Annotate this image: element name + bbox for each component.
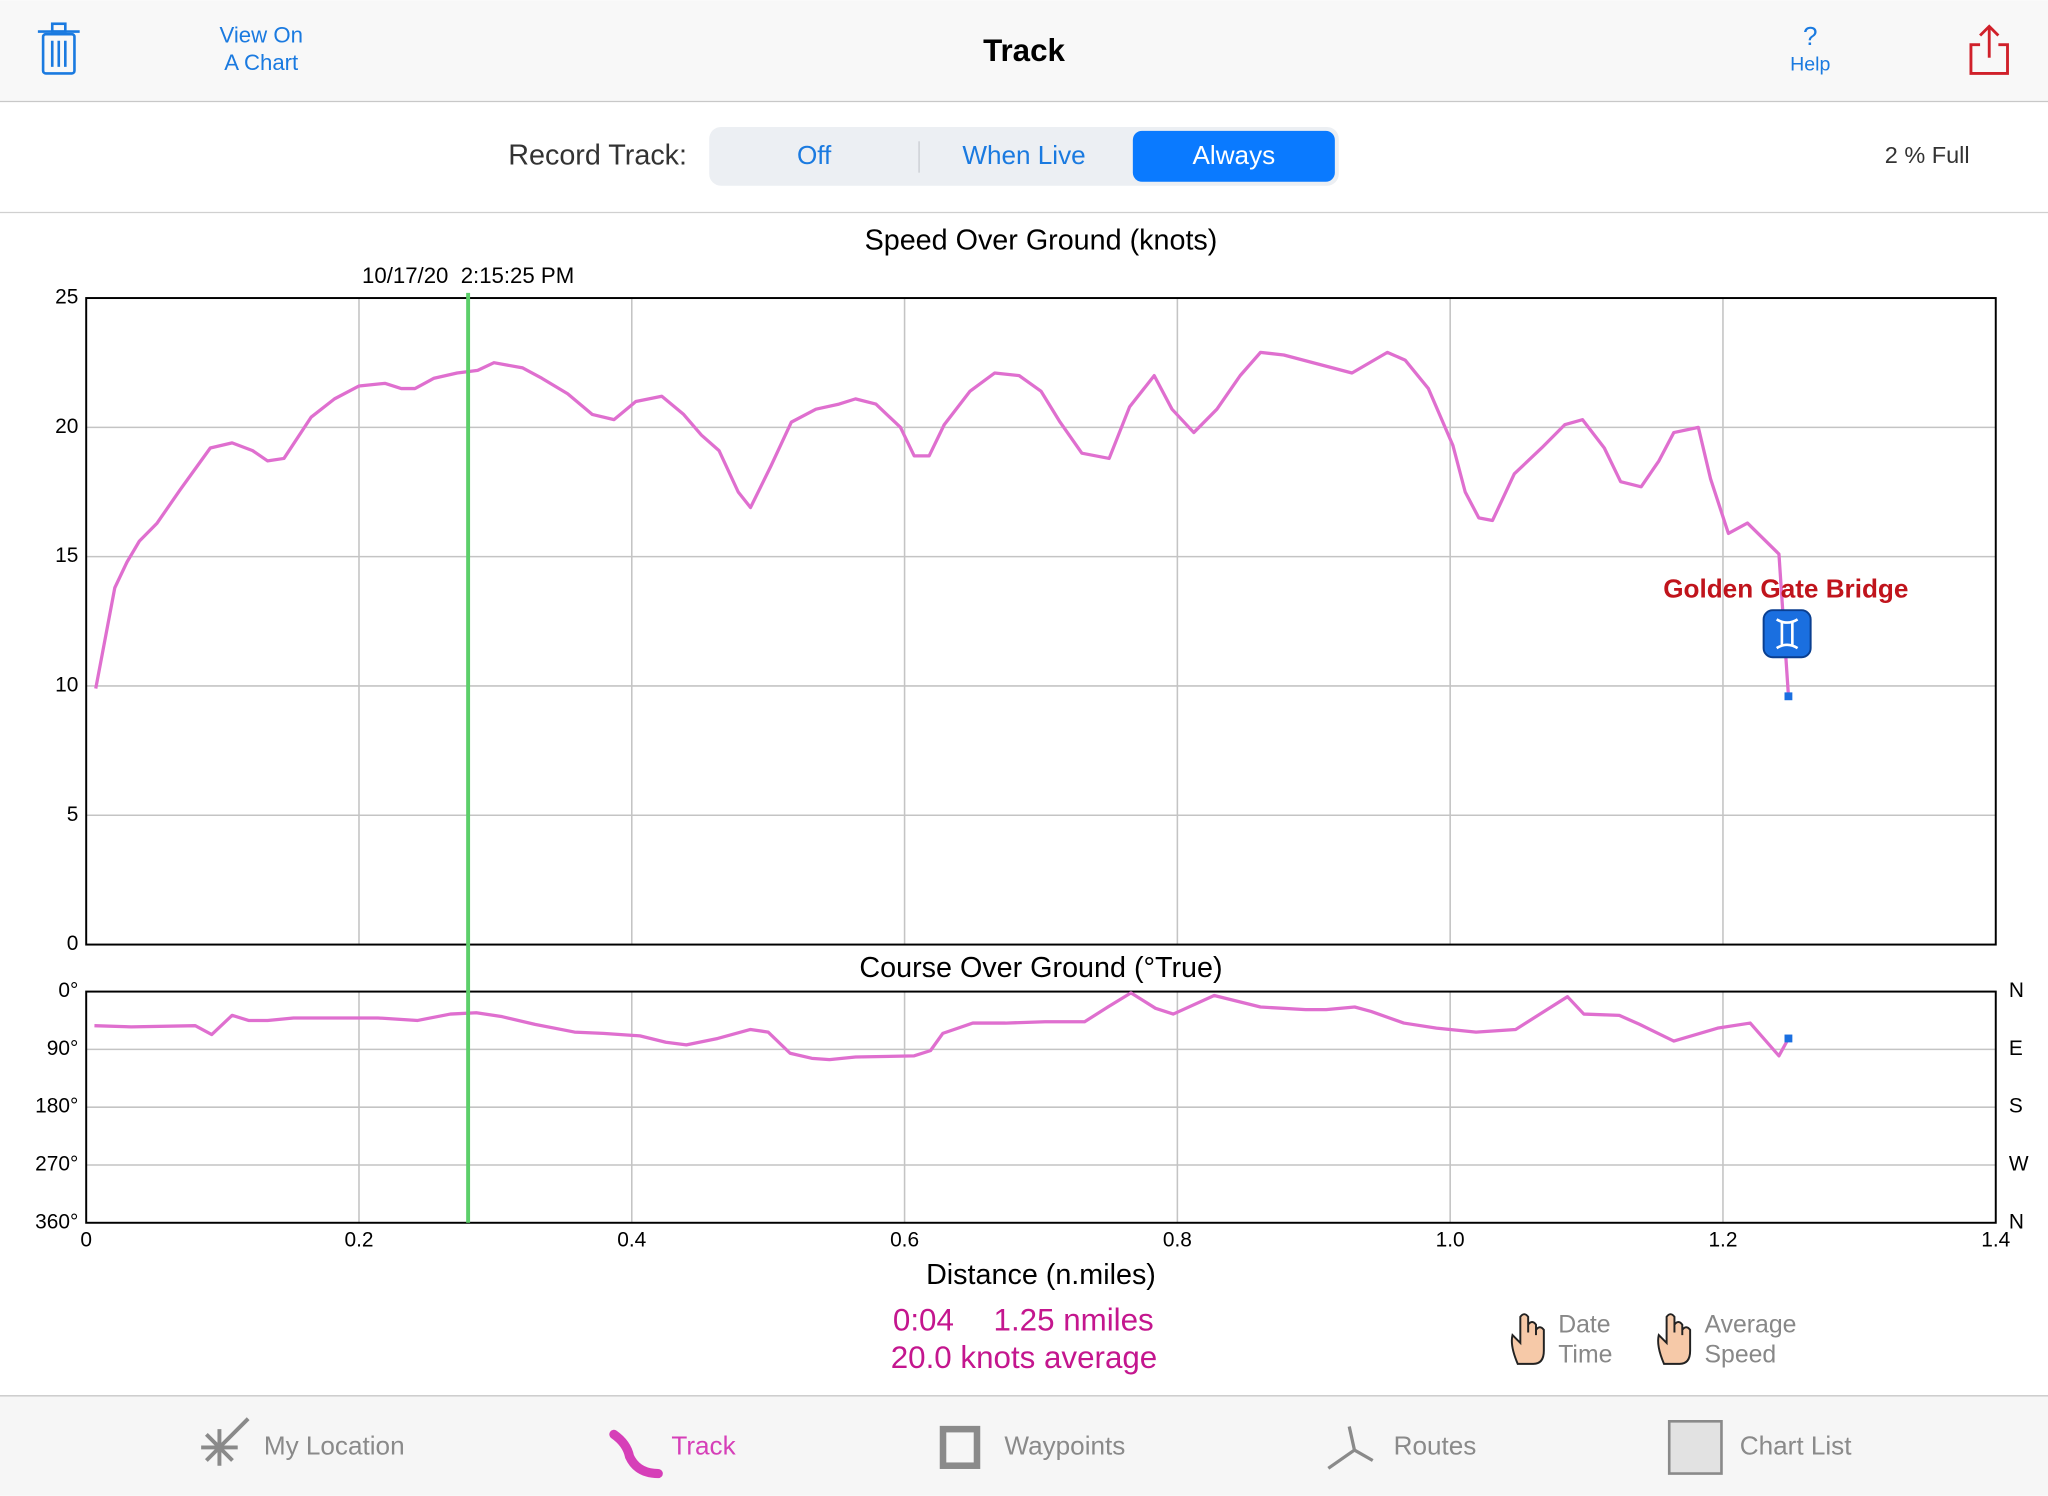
- summary-time: 0:04: [893, 1302, 954, 1337]
- toggle-button[interactable]: Average Speed: [1657, 1312, 1796, 1369]
- y2-tick-label: N: [2009, 979, 2024, 1002]
- plot-frame: [85, 297, 1997, 946]
- x-tick-label: 0.2: [344, 1229, 373, 1252]
- x-tick-label: 0.8: [1163, 1229, 1192, 1252]
- end-marker: [1784, 1034, 1793, 1043]
- view-on-chart-button[interactable]: View On A Chart: [219, 23, 302, 75]
- nav-title: Track: [983, 33, 1065, 68]
- fill-status: 2 % Full: [1885, 142, 1970, 168]
- tab-icon: [609, 1429, 663, 1479]
- waypoint-icon[interactable]: [1762, 609, 1812, 659]
- x-tick-label: 1.4: [1981, 1229, 2010, 1252]
- share-button[interactable]: [1969, 24, 2009, 75]
- hand-icon: [1510, 1313, 1545, 1365]
- segment-label: When Live: [962, 140, 1085, 170]
- x-axis-label: Distance (n.miles): [926, 1259, 1156, 1291]
- x-tick-label: 0: [80, 1229, 92, 1252]
- y-tick-label: 360°: [35, 1210, 78, 1233]
- segment[interactable]: Off: [797, 140, 832, 170]
- segment-label: Always: [1192, 140, 1275, 170]
- plot-frame: [85, 990, 1997, 1224]
- help-icon: ?: [1803, 21, 1818, 51]
- y2-tick-label: E: [2009, 1037, 2023, 1060]
- waypoint-icon-glyph: [1775, 618, 1799, 650]
- x-tick-label: 0.4: [617, 1229, 646, 1252]
- tab-label: Track: [671, 1430, 736, 1460]
- y2-tick-label: S: [2009, 1095, 2023, 1118]
- end-marker: [1784, 692, 1793, 701]
- tab[interactable]: Chart List: [1667, 1420, 1852, 1475]
- tab-label: Chart List: [1740, 1430, 1852, 1460]
- toggle-label: Date: [1558, 1312, 1610, 1339]
- button-label: A Chart: [224, 50, 298, 75]
- tab-icon: [201, 1417, 250, 1466]
- tab-icon: [1667, 1420, 1723, 1475]
- segment[interactable]: Always: [1132, 130, 1335, 182]
- y-tick-label: 20: [55, 415, 78, 438]
- record-label: Record Track:: [508, 140, 687, 172]
- help-button[interactable]: ? Help: [1790, 21, 1830, 76]
- y-tick-label: 0°: [58, 979, 78, 1002]
- segment-selected: [1132, 130, 1335, 182]
- trash-button[interactable]: [37, 22, 80, 75]
- plot-area: [86, 298, 1996, 945]
- tab[interactable]: Routes: [1327, 1426, 1477, 1470]
- waypoint-icon-bg: [1762, 609, 1812, 659]
- y-tick-label: 270°: [35, 1152, 78, 1175]
- y-tick-label: 5: [67, 803, 79, 826]
- y-tick-label: 25: [55, 286, 78, 309]
- tab-label: Routes: [1394, 1430, 1477, 1460]
- nav-bar: [0, 0, 2048, 101]
- y2-tick-label: N: [2009, 1210, 2024, 1233]
- y-tick-label: 90°: [47, 1037, 79, 1060]
- chart-title: Speed Over Ground (knots): [865, 224, 1218, 256]
- y-tick-label: 10: [55, 673, 78, 696]
- help-label: Help: [1790, 54, 1830, 76]
- x-tick-label: 1.0: [1436, 1229, 1465, 1252]
- summary-distance: 1.25 nmiles: [994, 1302, 1154, 1337]
- tab-icon: [939, 1425, 981, 1469]
- hand-icon: [1657, 1313, 1692, 1365]
- data-line: [94, 350, 1791, 697]
- toggle-button[interactable]: Date Time: [1510, 1312, 1613, 1369]
- y-tick-label: 0: [67, 932, 79, 955]
- tab-label: My Location: [264, 1430, 405, 1460]
- tab[interactable]: My Location: [201, 1417, 405, 1466]
- y2-tick-label: W: [2009, 1152, 2029, 1175]
- button-label: View On: [219, 23, 302, 48]
- segment-label: Off: [797, 140, 832, 170]
- tab-label: Waypoints: [1004, 1430, 1125, 1460]
- y-tick-label: 15: [55, 544, 78, 567]
- waypoint-label: Golden Gate Bridge: [1663, 574, 1908, 604]
- y-tick-label: 180°: [35, 1095, 78, 1118]
- toggle-label: Average: [1704, 1312, 1796, 1339]
- tab-icon: [1327, 1426, 1374, 1470]
- toggle-label: Time: [1558, 1342, 1612, 1369]
- cursor-label: 10/17/20 2:15:25 PM: [362, 263, 574, 288]
- x-tick-label: 1.2: [1708, 1229, 1737, 1252]
- toggle-label: Speed: [1704, 1342, 1776, 1369]
- chart-title: Course Over Ground (°True): [859, 952, 1222, 984]
- x-tick-label: 0.6: [890, 1229, 919, 1252]
- segment[interactable]: When Live: [918, 140, 1086, 173]
- tab[interactable]: Track: [609, 1429, 737, 1479]
- tab[interactable]: Waypoints: [939, 1425, 1125, 1469]
- data-line: [94, 991, 1790, 1062]
- summary-average: 20.0 knots average: [891, 1340, 1157, 1375]
